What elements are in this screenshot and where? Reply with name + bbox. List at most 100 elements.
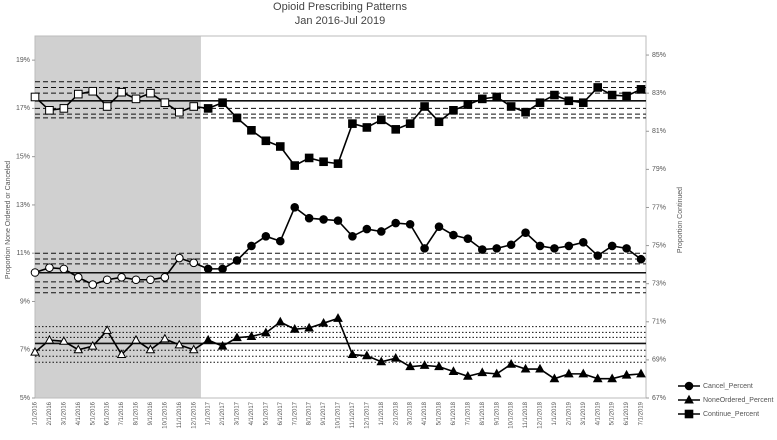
x-tick-label: 7/1/2017 xyxy=(292,401,298,425)
data-point xyxy=(506,358,516,368)
data-point xyxy=(491,368,502,378)
data-point xyxy=(174,253,184,263)
data-point xyxy=(506,102,516,111)
data-point xyxy=(593,251,603,260)
x-tick-label: 1/1/2018 xyxy=(379,401,385,425)
data-point xyxy=(607,241,617,251)
data-point xyxy=(521,107,530,117)
legend-marker xyxy=(684,409,694,419)
x-tick-label: 5/1/2019 xyxy=(610,401,616,425)
y-axis-label: Proportion None Ordered or Canceled xyxy=(5,161,12,279)
x-tick-label: 2/1/2019 xyxy=(566,401,572,425)
data-point xyxy=(189,258,199,268)
x-tick-label: 3/1/2018 xyxy=(408,401,414,425)
data-point xyxy=(347,349,358,359)
data-point xyxy=(232,256,242,265)
data-point xyxy=(146,275,155,285)
data-point xyxy=(521,228,530,237)
data-point xyxy=(391,125,401,134)
x-tick-label: 2/1/2016 xyxy=(47,401,53,425)
x-tick-label: 2/1/2018 xyxy=(393,401,399,425)
data-point xyxy=(261,136,271,146)
data-point xyxy=(261,232,271,241)
data-point xyxy=(348,232,357,241)
y-tick-label: 13% xyxy=(16,202,30,209)
legend-label: Continue_Percent xyxy=(703,411,759,418)
data-point xyxy=(419,360,430,369)
data-point xyxy=(564,368,574,378)
data-point xyxy=(160,273,170,282)
y2-axis-label: Proportion Continued xyxy=(677,187,684,253)
data-point xyxy=(607,90,617,100)
data-point xyxy=(145,344,156,354)
y2-tick-label: 67% xyxy=(652,395,666,402)
data-point xyxy=(376,227,386,236)
x-tick-label: 8/1/2018 xyxy=(480,401,486,425)
data-point xyxy=(622,244,631,253)
data-point xyxy=(550,244,559,253)
x-tick-label: 11/1/2017 xyxy=(350,401,356,428)
data-point xyxy=(477,367,488,377)
plot-frame xyxy=(34,35,647,399)
data-point xyxy=(333,216,343,225)
x-tick-label: 6/1/2018 xyxy=(451,401,457,425)
data-point xyxy=(391,218,401,228)
data-point xyxy=(102,102,112,111)
data-point xyxy=(636,368,646,378)
data-point xyxy=(535,98,545,107)
x-tick-label: 11/1/2016 xyxy=(177,401,183,428)
x-tick-label: 10/1/2017 xyxy=(336,401,342,428)
data-point xyxy=(289,323,300,333)
y2-tick-label: 73% xyxy=(652,281,666,288)
x-tick-label: 4/1/2016 xyxy=(76,401,82,425)
data-point xyxy=(174,339,185,349)
data-point xyxy=(593,83,603,92)
x-tick-label: 5/1/2017 xyxy=(263,401,269,425)
data-point xyxy=(218,264,227,274)
data-point xyxy=(420,244,429,253)
data-point xyxy=(117,87,126,97)
data-point xyxy=(203,264,213,274)
data-point xyxy=(246,331,257,340)
y2-tick-label: 83% xyxy=(652,90,666,97)
data-point xyxy=(607,373,617,383)
x-tick-label: 7/1/2019 xyxy=(639,401,645,425)
data-point xyxy=(73,89,83,99)
data-point xyxy=(290,203,300,212)
data-point xyxy=(218,98,227,107)
data-point xyxy=(333,313,343,322)
data-point xyxy=(131,334,141,344)
data-point xyxy=(578,368,589,378)
data-point xyxy=(59,336,69,345)
data-point xyxy=(420,102,429,111)
data-point xyxy=(319,215,328,224)
data-point xyxy=(550,90,559,100)
data-point xyxy=(275,236,285,246)
x-tick-label: 8/1/2017 xyxy=(307,401,313,425)
data-point xyxy=(87,340,98,350)
data-point xyxy=(318,317,329,327)
y2-tick-label: 69% xyxy=(652,357,666,364)
data-point xyxy=(477,94,487,104)
data-point xyxy=(232,332,242,342)
x-tick-label: 10/1/2016 xyxy=(162,401,168,428)
x-tick-label: 6/1/2017 xyxy=(278,401,284,425)
data-point xyxy=(362,224,372,234)
data-point xyxy=(290,161,300,170)
y2-tick-label: 79% xyxy=(652,166,666,173)
data-point xyxy=(376,356,387,366)
data-point xyxy=(73,273,83,282)
legend-marker xyxy=(684,381,694,391)
data-point xyxy=(405,219,415,229)
data-point xyxy=(30,268,40,277)
data-point xyxy=(45,106,54,115)
data-point xyxy=(131,275,141,285)
data-point xyxy=(131,94,141,104)
x-tick-label: 9/1/2018 xyxy=(494,401,500,425)
x-tick-label: 12/1/2018 xyxy=(538,401,544,428)
x-tick-label: 7/1/2018 xyxy=(465,401,471,425)
data-point xyxy=(592,373,603,383)
data-point xyxy=(275,316,286,326)
data-point xyxy=(622,91,631,101)
data-point xyxy=(535,241,545,251)
